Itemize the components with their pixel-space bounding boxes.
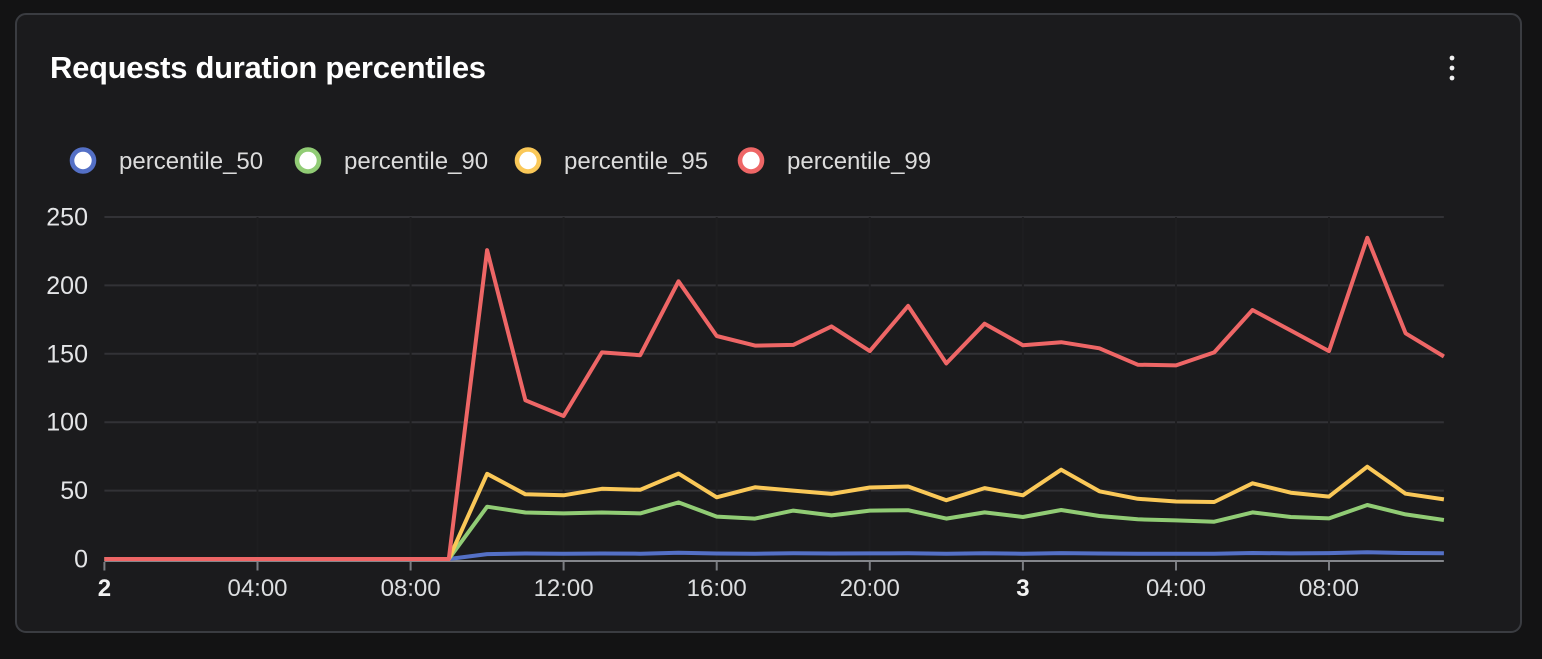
- svg-text:16:00: 16:00: [687, 575, 747, 602]
- svg-text:3: 3: [1016, 575, 1029, 602]
- svg-text:200: 200: [46, 272, 88, 300]
- svg-text:08:00: 08:00: [381, 575, 441, 602]
- svg-text:percentile_95: percentile_95: [564, 148, 708, 175]
- svg-text:04:00: 04:00: [227, 575, 287, 602]
- svg-text:percentile_90: percentile_90: [344, 148, 488, 175]
- svg-text:Requests duration percentiles: Requests duration percentiles: [50, 50, 486, 85]
- svg-text:100: 100: [46, 409, 88, 437]
- svg-text:08:00: 08:00: [1299, 575, 1359, 602]
- svg-text:2: 2: [98, 575, 111, 602]
- svg-text:50: 50: [60, 477, 88, 505]
- svg-text:04:00: 04:00: [1146, 575, 1206, 602]
- svg-text:percentile_99: percentile_99: [787, 148, 931, 175]
- svg-text:percentile_50: percentile_50: [119, 148, 263, 175]
- svg-text:150: 150: [46, 340, 88, 368]
- svg-text:0: 0: [74, 546, 88, 574]
- svg-text:12:00: 12:00: [534, 575, 594, 602]
- svg-text:20:00: 20:00: [840, 575, 900, 602]
- svg-text:250: 250: [46, 204, 88, 232]
